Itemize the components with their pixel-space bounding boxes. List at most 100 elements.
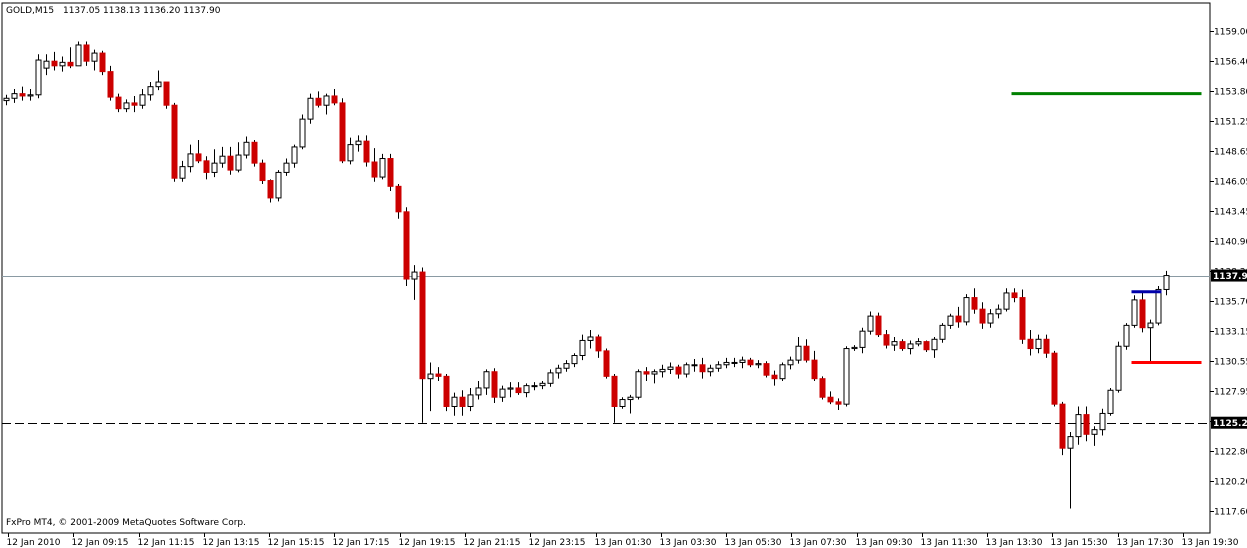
- candle-body-bull: [579, 339, 586, 357]
- y-tick-label: 1135.70: [1214, 298, 1247, 308]
- candle-body-bull: [1123, 324, 1130, 347]
- candle-body-bull: [1115, 345, 1122, 391]
- level-segments: [1011, 92, 1202, 364]
- candle: [459, 390, 466, 416]
- candle: [747, 357, 754, 368]
- x-tick-label: 13 Jan 17:30: [1117, 538, 1174, 548]
- y-tick-label: 1143.45: [1214, 208, 1247, 218]
- candle: [467, 387, 474, 412]
- candle: [603, 348, 610, 379]
- candle: [707, 364, 714, 377]
- price-labels: 1137.90 1125.20: [1211, 269, 1247, 429]
- candle: [835, 398, 842, 410]
- candle: [643, 367, 650, 381]
- candle-body-bull: [523, 385, 530, 394]
- candle-body-bull: [467, 394, 474, 407]
- candle: [371, 148, 378, 182]
- x-tick-label: 13 Jan 07:30: [790, 538, 847, 548]
- candle-body-bear: [19, 93, 26, 97]
- candle: [419, 267, 426, 423]
- candle-body-bear: [419, 271, 426, 380]
- candle: [491, 368, 498, 404]
- candle: [971, 288, 978, 314]
- candle-body-bull: [1067, 436, 1074, 449]
- candle-body-bear: [363, 140, 370, 163]
- candle-body-bull: [731, 361, 738, 364]
- candle: [1115, 341, 1122, 393]
- candle-body-bull: [787, 359, 794, 366]
- candle-body-bull: [355, 140, 362, 146]
- candle-body-bear: [811, 359, 818, 380]
- candle: [267, 179, 274, 203]
- candle-body-bull: [691, 364, 698, 367]
- candle: [979, 302, 986, 329]
- candle-body-bull: [651, 371, 658, 375]
- x-tick-label: 12 Jan 19:15: [399, 538, 456, 548]
- candle-body-bull: [907, 343, 914, 350]
- candle: [275, 170, 282, 202]
- candle: [715, 361, 722, 372]
- candle: [107, 65, 114, 101]
- y-tick-label: 1117.60: [1214, 508, 1247, 518]
- support-price-label: 1125.20: [1213, 419, 1247, 429]
- candle-body-bear: [883, 334, 890, 346]
- candle-body-bear: [491, 371, 498, 398]
- candle: [955, 306, 962, 328]
- candle: [363, 135, 370, 167]
- candle: [755, 360, 762, 369]
- candle-body-bull: [43, 60, 50, 69]
- candle-body-bull: [1091, 429, 1098, 435]
- candle: [427, 362, 434, 412]
- candle: [635, 369, 642, 400]
- candle: [939, 323, 946, 343]
- candle: [675, 364, 682, 379]
- candle: [1067, 431, 1074, 509]
- candle-body-bear: [747, 359, 754, 366]
- candle: [27, 89, 34, 101]
- current-price-label-box: [1211, 269, 1247, 282]
- candle: [307, 93, 314, 124]
- candle-body-bull: [147, 86, 154, 96]
- candle: [1051, 350, 1058, 407]
- candle-body-bull: [867, 315, 874, 332]
- candle-body-bull: [739, 359, 746, 363]
- candle-body-bull: [219, 155, 226, 164]
- candle: [299, 114, 306, 150]
- candle-body-bull: [1107, 389, 1114, 414]
- candle-body-bull: [779, 364, 786, 380]
- symbol-label: GOLD,M15: [6, 6, 54, 16]
- candle-body-bull: [1155, 288, 1162, 324]
- candle-body-bull: [379, 158, 386, 178]
- candle-body-bear: [595, 336, 602, 352]
- candle: [683, 362, 690, 378]
- candle: [179, 160, 186, 182]
- candle: [243, 136, 250, 159]
- candle: [555, 364, 562, 379]
- candle: [571, 353, 578, 368]
- candle-body-bull: [283, 162, 290, 173]
- candle-body-bull: [563, 363, 570, 369]
- candle-body-bull: [1131, 299, 1138, 326]
- candle: [435, 367, 442, 381]
- candle: [403, 207, 410, 286]
- x-tick-label: 12 Jan 11:15: [138, 538, 195, 548]
- candle-body-bear: [803, 345, 810, 361]
- candle-body-bear: [267, 180, 274, 199]
- candles: [3, 41, 1170, 509]
- x-tick-label: 13 Jan 05:30: [725, 538, 782, 548]
- candle: [379, 153, 386, 180]
- candle-body-bear: [1043, 338, 1050, 354]
- candle-body-bull: [35, 59, 42, 96]
- candle: [899, 339, 906, 351]
- candle-body-bull: [211, 162, 218, 173]
- x-tick-label: 12 Jan 2010: [7, 538, 61, 548]
- candle: [787, 356, 794, 370]
- candle-body-bull: [619, 399, 626, 407]
- candle-body-bear: [459, 396, 466, 407]
- candle-body-bull: [1003, 292, 1010, 310]
- x-tick-label: 13 Jan 09:30: [856, 538, 913, 548]
- x-tick-label: 12 Jan 17:15: [333, 538, 390, 548]
- candle: [659, 364, 666, 378]
- candle: [451, 392, 458, 416]
